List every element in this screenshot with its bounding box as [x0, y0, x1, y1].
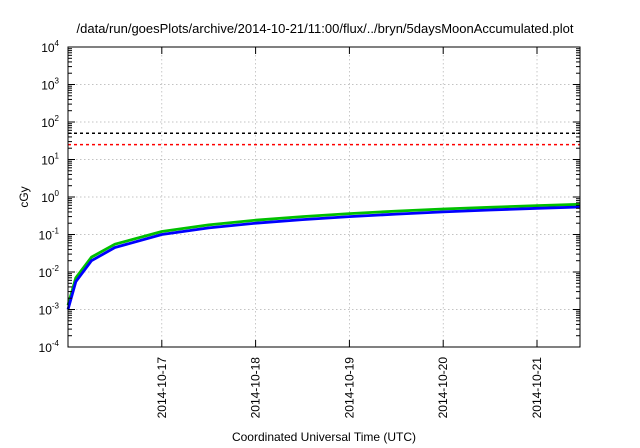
- y-tick-exponent: 2: [55, 114, 60, 123]
- y-tick-label: 10-3: [39, 302, 60, 318]
- y-tick-label: 104: [41, 39, 59, 55]
- y-tick-exponent: -4: [52, 339, 60, 348]
- x-axis-ticks: 2014-10-17 2014-10-18 2014-10-19 2014-10-20…: [155, 47, 544, 418]
- series-line-2: [66, 205, 581, 310]
- series-layer: [66, 202, 581, 310]
- y-tick-label: 102: [41, 114, 59, 130]
- grid: [68, 47, 580, 347]
- y-tick-base: 10: [39, 266, 53, 280]
- x-tick-label: 2014-10-21: [530, 357, 544, 419]
- x-tick-label: 2014-10-18: [249, 357, 263, 419]
- y-tick-exponent: 1: [55, 152, 60, 161]
- y-tick-base: 10: [41, 191, 55, 205]
- y-tick-exponent: 4: [55, 39, 60, 48]
- y-tick-base: 10: [41, 79, 55, 93]
- reference-lines: [68, 132, 580, 146]
- y-tick-exponent: -3: [52, 302, 60, 311]
- y-tick-label: 100: [41, 189, 59, 205]
- y-tick-exponent: 3: [55, 77, 60, 86]
- y-tick-base: 10: [41, 154, 55, 168]
- y-tick-exponent: -1: [52, 227, 60, 236]
- y-tick-label: 10-4: [39, 339, 60, 355]
- y-tick-base: 10: [41, 116, 55, 130]
- y-tick-label: 10-2: [39, 264, 60, 280]
- x-tick-label: 2014-10-17: [155, 357, 169, 419]
- y-tick-base: 10: [39, 341, 53, 355]
- chart-title: /data/run/goesPlots/archive/2014-10-21/1…: [77, 21, 574, 36]
- y-tick-label: 10-1: [39, 227, 60, 243]
- y-tick-base: 10: [39, 229, 53, 243]
- x-axis-label: Coordinated Universal Time (UTC): [232, 430, 416, 444]
- y-axis-label: cGy: [17, 186, 31, 207]
- x-tick-label: 2014-10-20: [436, 357, 450, 419]
- series-line-1: [66, 202, 581, 306]
- y-tick-exponent: 0: [55, 189, 60, 198]
- y-tick-base: 10: [39, 304, 53, 318]
- y-tick-label: 101: [41, 152, 59, 168]
- x-tick-label: 2014-10-19: [342, 357, 356, 419]
- y-tick-label: 103: [41, 77, 59, 93]
- y-tick-base: 10: [41, 41, 55, 55]
- y-tick-exponent: -2: [52, 264, 60, 273]
